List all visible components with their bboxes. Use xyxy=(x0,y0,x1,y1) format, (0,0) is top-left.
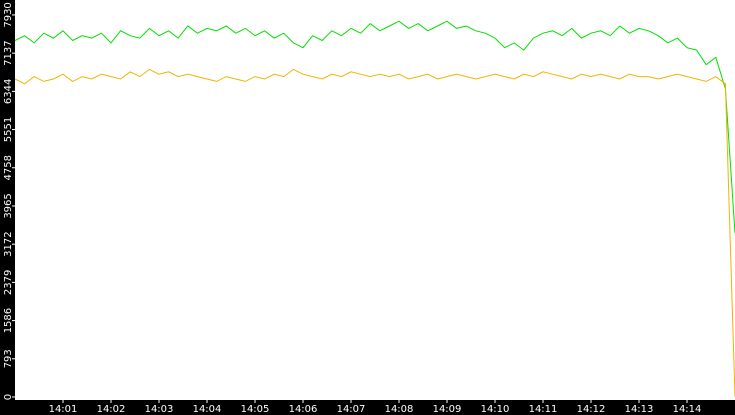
y-tick-label: 7930 xyxy=(3,2,14,27)
y-tick-label: 4758 xyxy=(3,155,14,180)
y-tick-label: 3172 xyxy=(3,231,14,256)
x-tick-label: 14:06 xyxy=(289,404,318,415)
y-tick-label: 3965 xyxy=(3,193,14,218)
x-tick-label: 14:07 xyxy=(337,404,366,415)
x-axis-band xyxy=(0,400,735,415)
y-tick-label: 6344 xyxy=(3,79,14,104)
series-line xyxy=(14,20,735,234)
y-tick-label: 5551 xyxy=(3,117,14,142)
y-tick-label: 793 xyxy=(3,349,14,368)
x-tick-label: 14:09 xyxy=(433,404,462,415)
x-tick-label: 14:04 xyxy=(193,404,222,415)
x-tick-label: 14:03 xyxy=(145,404,174,415)
y-tick-label: 1586 xyxy=(3,308,14,333)
y-tick-label: 0 xyxy=(3,394,14,400)
x-tick-label: 14:08 xyxy=(385,404,414,415)
x-tick-label: 14:02 xyxy=(97,404,126,415)
x-tick-label: 14:14 xyxy=(673,404,702,415)
x-tick-label: 14:13 xyxy=(625,404,654,415)
series-line xyxy=(14,68,735,398)
x-tick-label: 14:11 xyxy=(529,404,558,415)
x-tick-label: 14:10 xyxy=(481,404,510,415)
x-tick-label: 14:12 xyxy=(577,404,606,415)
x-tick-label: 14:01 xyxy=(49,404,78,415)
y-axis-band xyxy=(0,0,15,415)
y-tick-label: 2379 xyxy=(3,270,14,295)
x-tick-label: 14:05 xyxy=(241,404,270,415)
y-tick-label: 7137 xyxy=(3,40,14,65)
